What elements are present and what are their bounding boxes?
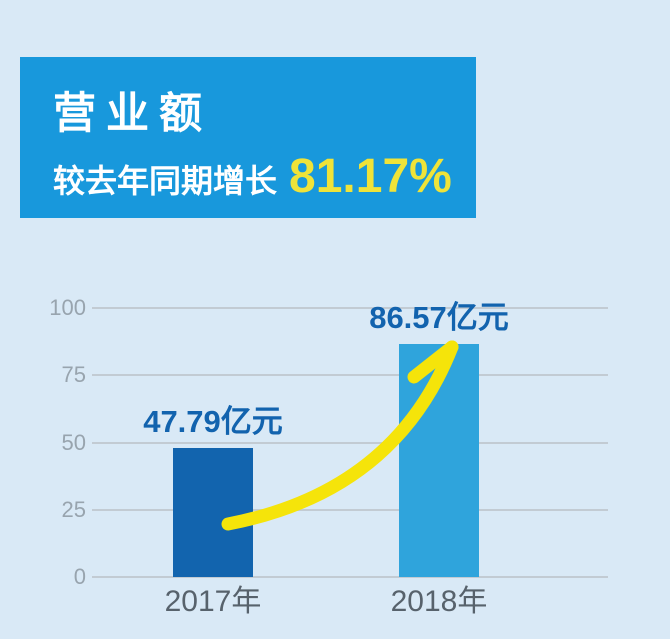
page-title: 营业额 xyxy=(53,90,212,138)
gridline-75 xyxy=(92,374,608,377)
bar-2017年 xyxy=(173,448,253,577)
ytick-label-75: 75 xyxy=(61,362,86,388)
growth-subtitle: 较去年同期增长 xyxy=(53,163,278,199)
value-label-2018年: 86.57亿元 xyxy=(369,300,509,336)
gridline-50 xyxy=(92,441,608,444)
bar-2018年 xyxy=(399,344,479,577)
value-label-2017年: 47.79亿元 xyxy=(143,404,283,440)
header-card: 营业额 较去年同期增长 81.17% xyxy=(20,57,476,218)
gridline-100 xyxy=(92,307,608,309)
xtick-label-2017年: 2017年 xyxy=(164,585,262,618)
gridline-25 xyxy=(92,508,608,511)
ytick-label-50: 50 xyxy=(61,429,86,455)
ytick-label-100: 100 xyxy=(49,295,86,320)
header-subline: 较去年同期增长 81.17% xyxy=(53,153,476,201)
growth-percentage: 81.17% xyxy=(289,150,452,203)
xtick-label-2018年: 2018年 xyxy=(390,585,488,618)
ytick-label-25: 25 xyxy=(61,496,86,522)
gridline-0 xyxy=(92,576,608,578)
ytick-label-0: 0 xyxy=(73,564,86,589)
